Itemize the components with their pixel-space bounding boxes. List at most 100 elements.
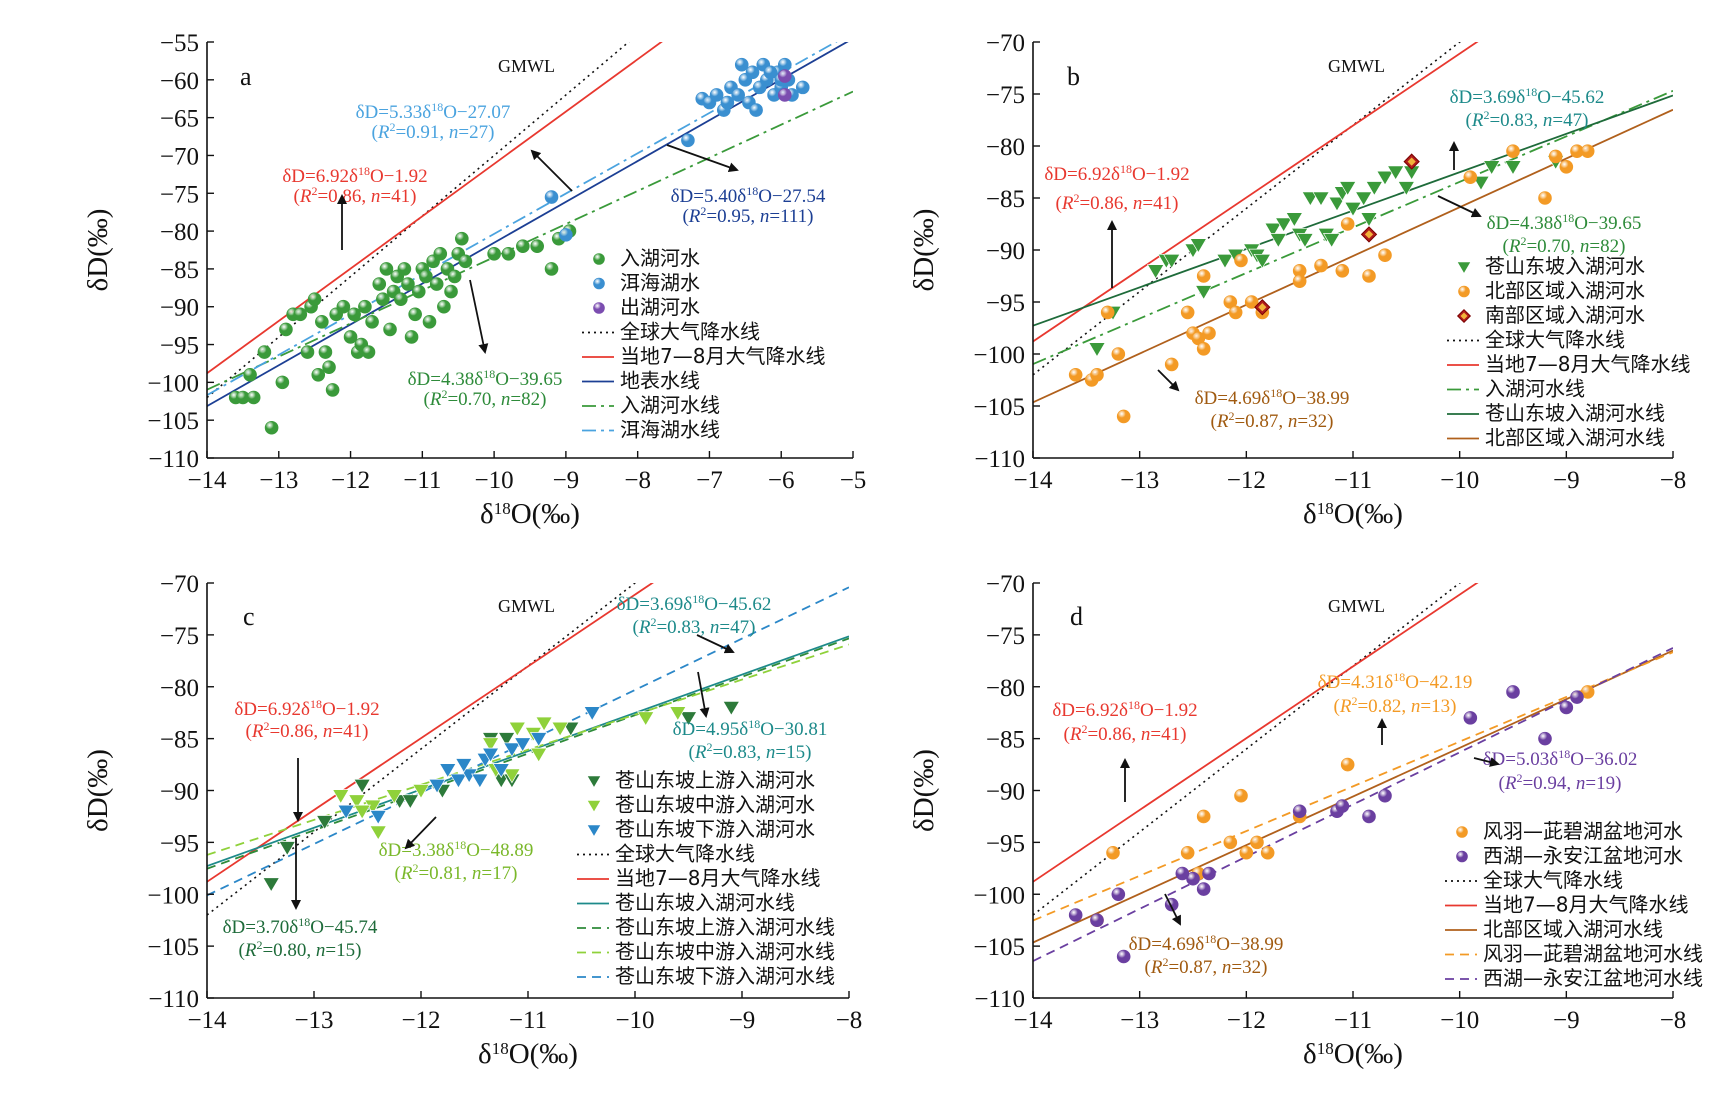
- equation-stats-3-n: n: [501, 389, 511, 410]
- legend-label: 西湖—永安江盆地河水: [1483, 844, 1683, 868]
- point-入湖河水: [347, 307, 361, 322]
- point-入湖河水: [361, 345, 376, 359]
- equation-0-part: −1.92: [1146, 164, 1190, 185]
- point-苍山东坡入湖河水: [1189, 238, 1208, 254]
- point-北部区域入湖河水: [1463, 170, 1478, 184]
- y-tick-label: −70: [986, 30, 1025, 57]
- legend-label: 苍山东坡上游入湖河水: [615, 768, 815, 792]
- point-苍山东坡入湖河水: [1296, 233, 1314, 249]
- line-北部区域入湖河水线: [1033, 649, 1673, 944]
- point-苍山东坡下游入湖河水: [513, 737, 532, 753]
- point-风羽—茈碧湖盆地河水: [1260, 845, 1275, 860]
- legend-label: 当地7—8月大气降水线: [620, 344, 825, 368]
- equation-2-delta: δ: [1553, 213, 1562, 234]
- equation-stats-1-r: R: [1339, 696, 1352, 717]
- x-tick-label: −10: [1440, 1007, 1479, 1034]
- point-洱海湖水: [795, 80, 810, 95]
- equation-stats-2-n: n: [760, 206, 770, 227]
- equation-stats-2-sup: 2: [700, 204, 706, 218]
- x-tick-label: −8: [836, 1007, 863, 1034]
- point-苍山东坡中游入湖河水: [369, 825, 387, 841]
- equation-2-part: −27.54: [772, 186, 826, 207]
- equation-stats-0-sup: 2: [1081, 722, 1087, 736]
- equation-stats-1-sup: 2: [1483, 108, 1489, 122]
- gmwl-label: GMWL: [1328, 56, 1385, 76]
- point-苍山东坡入湖河水: [1376, 170, 1394, 186]
- x-tick-label: −5: [840, 467, 867, 494]
- equation-1-sup: 18: [1525, 85, 1537, 99]
- point-苍山东坡上游入湖河水: [497, 732, 516, 748]
- data-points: [262, 701, 741, 893]
- equation-0: δD=6.92δ18O−1.92: [234, 697, 379, 720]
- legend-label: 入湖河水线: [1485, 377, 1585, 401]
- point-苍山东坡入湖河水: [1365, 181, 1384, 197]
- regression-lines: [1033, 583, 1673, 962]
- x-tick-label: −9: [1553, 467, 1580, 494]
- y-tick-label: −95: [986, 290, 1025, 317]
- equation-stats-1-r2val: =0.83,: [1489, 110, 1542, 131]
- y-axis-label: δD(‰): [908, 749, 940, 832]
- y-tick-label: −85: [160, 727, 199, 754]
- point-苍山东坡上游入湖河水: [679, 711, 698, 727]
- point-入湖河水: [530, 239, 544, 254]
- legend-marker: [1458, 285, 1470, 298]
- point-入湖河水: [455, 231, 469, 246]
- legend-label: 苍山东坡入湖河水线: [1485, 401, 1665, 425]
- point-洱海湖水: [745, 65, 760, 80]
- equation-3-part: −38.99: [1296, 388, 1349, 409]
- equation-stats-2-nval: =19): [1585, 773, 1621, 794]
- annotation-arrow: [666, 144, 739, 173]
- point-苍山东坡入湖河水: [1344, 201, 1362, 217]
- equation-stats-2-n: n: [1580, 236, 1590, 257]
- point-苍山东坡下游入湖河水: [439, 763, 457, 779]
- point-入湖河水: [401, 277, 415, 291]
- point-苍山东坡入湖河水: [1386, 165, 1405, 181]
- panel-letter: a: [240, 62, 252, 91]
- equation-1-part: δD=4.31: [1318, 672, 1385, 693]
- equation-3-part: δD=3.38: [379, 840, 446, 861]
- equation-stats-0-paren: (: [294, 186, 300, 207]
- point-苍山东坡入湖河水: [1322, 233, 1341, 249]
- point-入湖河水: [383, 322, 397, 337]
- equation-stats-3-paren: (: [424, 389, 430, 410]
- point-苍山东坡下游入湖河水: [455, 758, 473, 773]
- x-tick-label: −6: [768, 467, 795, 494]
- point-苍山东坡下游入湖河水: [481, 747, 500, 763]
- x-tick-label: −10: [615, 1007, 654, 1034]
- y-tick-label: −100: [147, 370, 199, 397]
- x-tick-label: −9: [729, 1007, 756, 1034]
- x-tick-label: −7: [696, 467, 723, 494]
- y-tick-label: −85: [986, 186, 1025, 213]
- equation-stats-2-paren: (: [1499, 773, 1505, 794]
- panel-letter: b: [1067, 62, 1080, 91]
- equation-stats-0-nval: =41): [380, 186, 416, 207]
- point-入湖河水: [444, 284, 458, 299]
- panel-a: −55−60−65−70−75−80−85−90−95−100−105−110−…: [82, 30, 867, 530]
- point-风羽—茈碧湖盆地河水: [1196, 809, 1211, 824]
- legend-label: 苍山东坡下游入湖河水: [615, 817, 815, 841]
- legend-label: 苍山东坡入湖河水线: [615, 891, 795, 915]
- equation-0-part: −1.92: [384, 166, 428, 187]
- point-北部区域入湖河水: [1228, 305, 1243, 320]
- equation-2-part: −36.02: [1584, 749, 1637, 770]
- point-南部区域入湖河水-inner: [1407, 157, 1416, 166]
- point-北部区域入湖河水: [1559, 160, 1574, 174]
- y-axis-label: δD(‰): [82, 749, 114, 832]
- equation-3-sup: 18: [483, 367, 495, 381]
- point-苍山东坡中游入湖河水: [529, 747, 548, 763]
- point-出湖河水: [778, 69, 792, 83]
- legend-marker-inner: [1460, 312, 1468, 320]
- annotation-arrow: [1157, 369, 1180, 392]
- annotation-arrow: [1437, 195, 1482, 218]
- equation-stats-0-r: R: [1061, 193, 1074, 214]
- point-北部区域入湖河水: [1111, 347, 1126, 361]
- point-西湖—永安江盆地河水: [1378, 788, 1392, 803]
- x-tick-label: −11: [403, 467, 441, 494]
- y-tick-label: −110: [974, 446, 1025, 473]
- equation-stats-2: (R2=0.95, n=111): [682, 204, 813, 227]
- point-苍山东坡下游入湖河水: [449, 773, 468, 789]
- equation-1-part: −45.62: [1551, 87, 1604, 108]
- x-tick-label: −13: [1120, 467, 1159, 494]
- point-北部区域入湖河水: [1378, 248, 1392, 262]
- point-风羽—茈碧湖盆地河水: [1180, 845, 1195, 860]
